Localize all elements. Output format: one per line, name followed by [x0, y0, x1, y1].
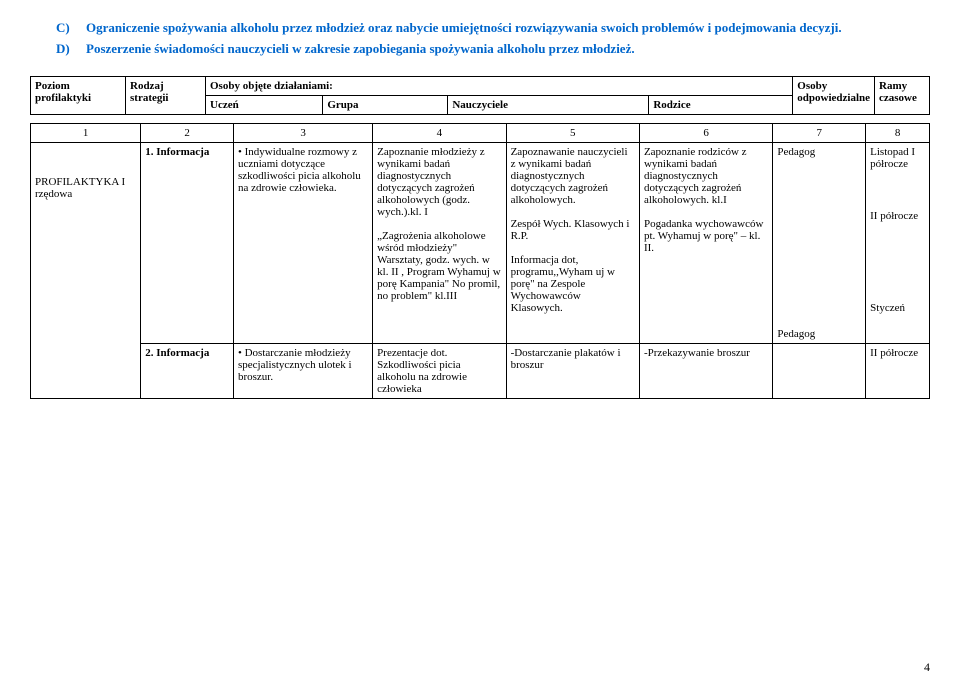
- cell-text: Zapoznanie rodziców z wynikami badań dia…: [644, 146, 763, 254]
- num-cell: 8: [866, 123, 930, 142]
- cell-grupa: Zapoznanie młodzieży z wynikami badań di…: [373, 142, 506, 343]
- cell-text: Pedagog: [777, 146, 815, 158]
- header-table: Poziom profilaktyki Rodzaj strategii Oso…: [30, 76, 930, 115]
- cell-text: II półrocze: [870, 347, 918, 359]
- list-item-c: C) Ograniczenie spożywania alkoholu prze…: [56, 20, 930, 37]
- cell-text: II półrocze: [870, 210, 918, 222]
- item-text: Poszerzenie świadomości nauczycieli w za…: [86, 41, 635, 58]
- table-row: PROFILAKTYKA I rzędowa 1. Informacja • I…: [31, 142, 930, 343]
- data-table: 1 2 3 4 5 6 7 8 PROFILAKTYKA I rzędowa 1…: [30, 123, 930, 399]
- cell-osoby: Pedagog Pedagog: [773, 142, 866, 343]
- num-cell: 5: [506, 123, 639, 142]
- cell-ramy: Listopad I półrocze II półrocze Styczeń: [866, 142, 930, 343]
- num-row: 1 2 3 4 5 6 7 8: [31, 123, 930, 142]
- header-cell: Nauczyciele: [448, 95, 649, 114]
- table-row: 2. Informacja • Dostarczanie młodzieży s…: [31, 343, 930, 398]
- header-cell: Osoby odpowiedzialne: [793, 76, 875, 114]
- header-cell: Ramy czasowe: [875, 76, 930, 114]
- cell-uczen: • Indywidualne rozmowy z uczniami dotycz…: [233, 142, 372, 343]
- num-cell: 1: [31, 123, 141, 142]
- cell-rodzice: -Przekazywanie broszur: [639, 343, 772, 398]
- list-item-d: D) Poszerzenie świadomości nauczycieli w…: [56, 41, 930, 58]
- cell-nauczyciele: Zapoznawanie nauczycieli z wynikami bada…: [506, 142, 639, 343]
- num-cell: 4: [373, 123, 506, 142]
- num-cell: 7: [773, 123, 866, 142]
- cell-text: 1. Informacja: [145, 146, 209, 158]
- cell-text: Zapoznawanie nauczycieli z wynikami bada…: [511, 146, 630, 314]
- header-cell: Rodzice: [649, 95, 793, 114]
- page-number: 4: [924, 660, 930, 675]
- num-cell: 3: [233, 123, 372, 142]
- cell-text: Dostarczanie młodzieży specjalistycznych…: [238, 347, 352, 383]
- cell-text: PROFILAKTYKA I rzędowa: [35, 176, 125, 200]
- cell-text: Prezentacje dot. Szkodliwości picia alko…: [377, 347, 467, 395]
- cell-ramy: II półrocze: [866, 343, 930, 398]
- header-cell: Rodzaj strategii: [126, 76, 206, 114]
- header-cell: Uczeń: [206, 95, 323, 114]
- num-cell: 2: [141, 123, 234, 142]
- header-cell: Poziom profilaktyki: [31, 76, 126, 114]
- cell-text: Styczeń: [870, 302, 905, 314]
- cell-nauczyciele: -Dostarczanie plakatów i broszur: [506, 343, 639, 398]
- cell-grupa: Prezentacje dot. Szkodliwości picia alko…: [373, 343, 506, 398]
- item-letter: D): [56, 41, 86, 58]
- cell-text: -Dostarczanie plakatów i broszur: [511, 347, 621, 371]
- item-letter: C): [56, 20, 86, 37]
- intro-list: C) Ograniczenie spożywania alkoholu prze…: [56, 20, 930, 58]
- cell-rodzice: Zapoznanie rodziców z wynikami badań dia…: [639, 142, 772, 343]
- num-cell: 6: [639, 123, 772, 142]
- header-cell: Grupa: [323, 95, 448, 114]
- bullet-icon: •: [238, 146, 245, 158]
- cell-text: 2. Informacja: [145, 347, 209, 359]
- cell-uczen: • Dostarczanie młodzieży specjalistyczny…: [233, 343, 372, 398]
- header-cell: Osoby objęte działaniami:: [206, 76, 793, 95]
- cell-profilaktyka: PROFILAKTYKA I rzędowa: [31, 142, 141, 398]
- cell-text: Listopad I półrocze: [870, 146, 915, 170]
- cell-text: -Przekazywanie broszur: [644, 347, 750, 359]
- item-text: Ograniczenie spożywania alkoholu przez m…: [86, 20, 842, 37]
- bullet-icon: •: [238, 347, 245, 359]
- cell-rodzaj: 2. Informacja: [141, 343, 234, 398]
- cell-text: Pedagog: [777, 328, 815, 340]
- cell-rodzaj: 1. Informacja: [141, 142, 234, 343]
- cell-text: Indywidualne rozmowy z uczniami dotycząc…: [238, 146, 361, 194]
- cell-osoby: [773, 343, 866, 398]
- cell-text: Zapoznanie młodzieży z wynikami badań di…: [377, 146, 500, 302]
